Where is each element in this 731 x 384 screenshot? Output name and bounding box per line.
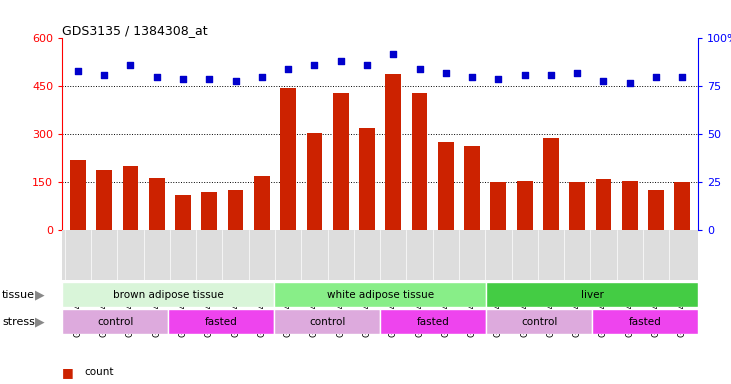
Text: ■: ■	[62, 366, 74, 379]
Point	[387, 51, 399, 57]
Point	[230, 78, 241, 84]
Point	[598, 78, 610, 84]
Point	[72, 68, 84, 74]
Bar	[380, 309, 486, 334]
Text: liver: liver	[580, 290, 604, 300]
Bar	[274, 309, 380, 334]
Point	[151, 74, 162, 80]
Point	[124, 62, 136, 68]
Point	[440, 70, 452, 76]
Bar	[517, 181, 533, 230]
Bar	[149, 177, 164, 230]
Point	[203, 76, 215, 82]
Text: tissue: tissue	[2, 290, 35, 300]
Bar	[596, 179, 611, 230]
Point	[572, 70, 583, 76]
Point	[545, 72, 557, 78]
Point	[414, 66, 425, 72]
Bar	[333, 93, 349, 230]
Text: white adipose tissue: white adipose tissue	[327, 290, 433, 300]
Point	[99, 72, 110, 78]
Point	[493, 76, 504, 82]
Bar	[622, 181, 637, 230]
Point	[282, 66, 294, 72]
Point	[177, 76, 189, 82]
Point	[308, 62, 320, 68]
Bar	[464, 146, 480, 230]
Bar	[438, 142, 454, 230]
Text: control: control	[97, 316, 133, 327]
Bar	[202, 192, 217, 230]
Bar	[592, 309, 698, 334]
Bar	[385, 74, 401, 230]
Bar	[62, 282, 274, 307]
Bar	[274, 282, 486, 307]
Bar	[62, 309, 168, 334]
Point	[650, 74, 662, 80]
Text: control: control	[309, 316, 345, 327]
Bar	[412, 93, 428, 230]
Text: ▶: ▶	[35, 288, 45, 301]
Text: fasted: fasted	[629, 316, 662, 327]
Point	[466, 74, 478, 80]
Text: fasted: fasted	[417, 316, 450, 327]
Text: GDS3135 / 1384308_at: GDS3135 / 1384308_at	[62, 24, 208, 37]
Bar	[123, 166, 138, 230]
Text: control: control	[521, 316, 557, 327]
Bar	[70, 160, 86, 230]
Point	[676, 74, 688, 80]
Point	[519, 72, 531, 78]
Point	[361, 62, 373, 68]
Bar	[648, 190, 664, 230]
Text: count: count	[84, 367, 113, 377]
Point	[624, 79, 636, 86]
Bar	[168, 309, 274, 334]
Bar	[491, 182, 507, 230]
Bar	[569, 182, 585, 230]
Bar	[675, 182, 690, 230]
Bar	[96, 170, 112, 230]
Bar	[486, 282, 698, 307]
Text: brown adipose tissue: brown adipose tissue	[113, 290, 224, 300]
Point	[256, 74, 268, 80]
Bar	[486, 309, 592, 334]
Bar	[175, 195, 191, 230]
Bar	[227, 190, 243, 230]
Bar	[359, 128, 375, 230]
Bar	[254, 176, 270, 230]
Bar	[306, 133, 322, 230]
Bar	[543, 137, 558, 230]
Text: fasted: fasted	[205, 316, 238, 327]
Bar	[280, 88, 296, 230]
Text: stress: stress	[2, 316, 35, 327]
Text: ▶: ▶	[35, 315, 45, 328]
Point	[335, 58, 346, 65]
